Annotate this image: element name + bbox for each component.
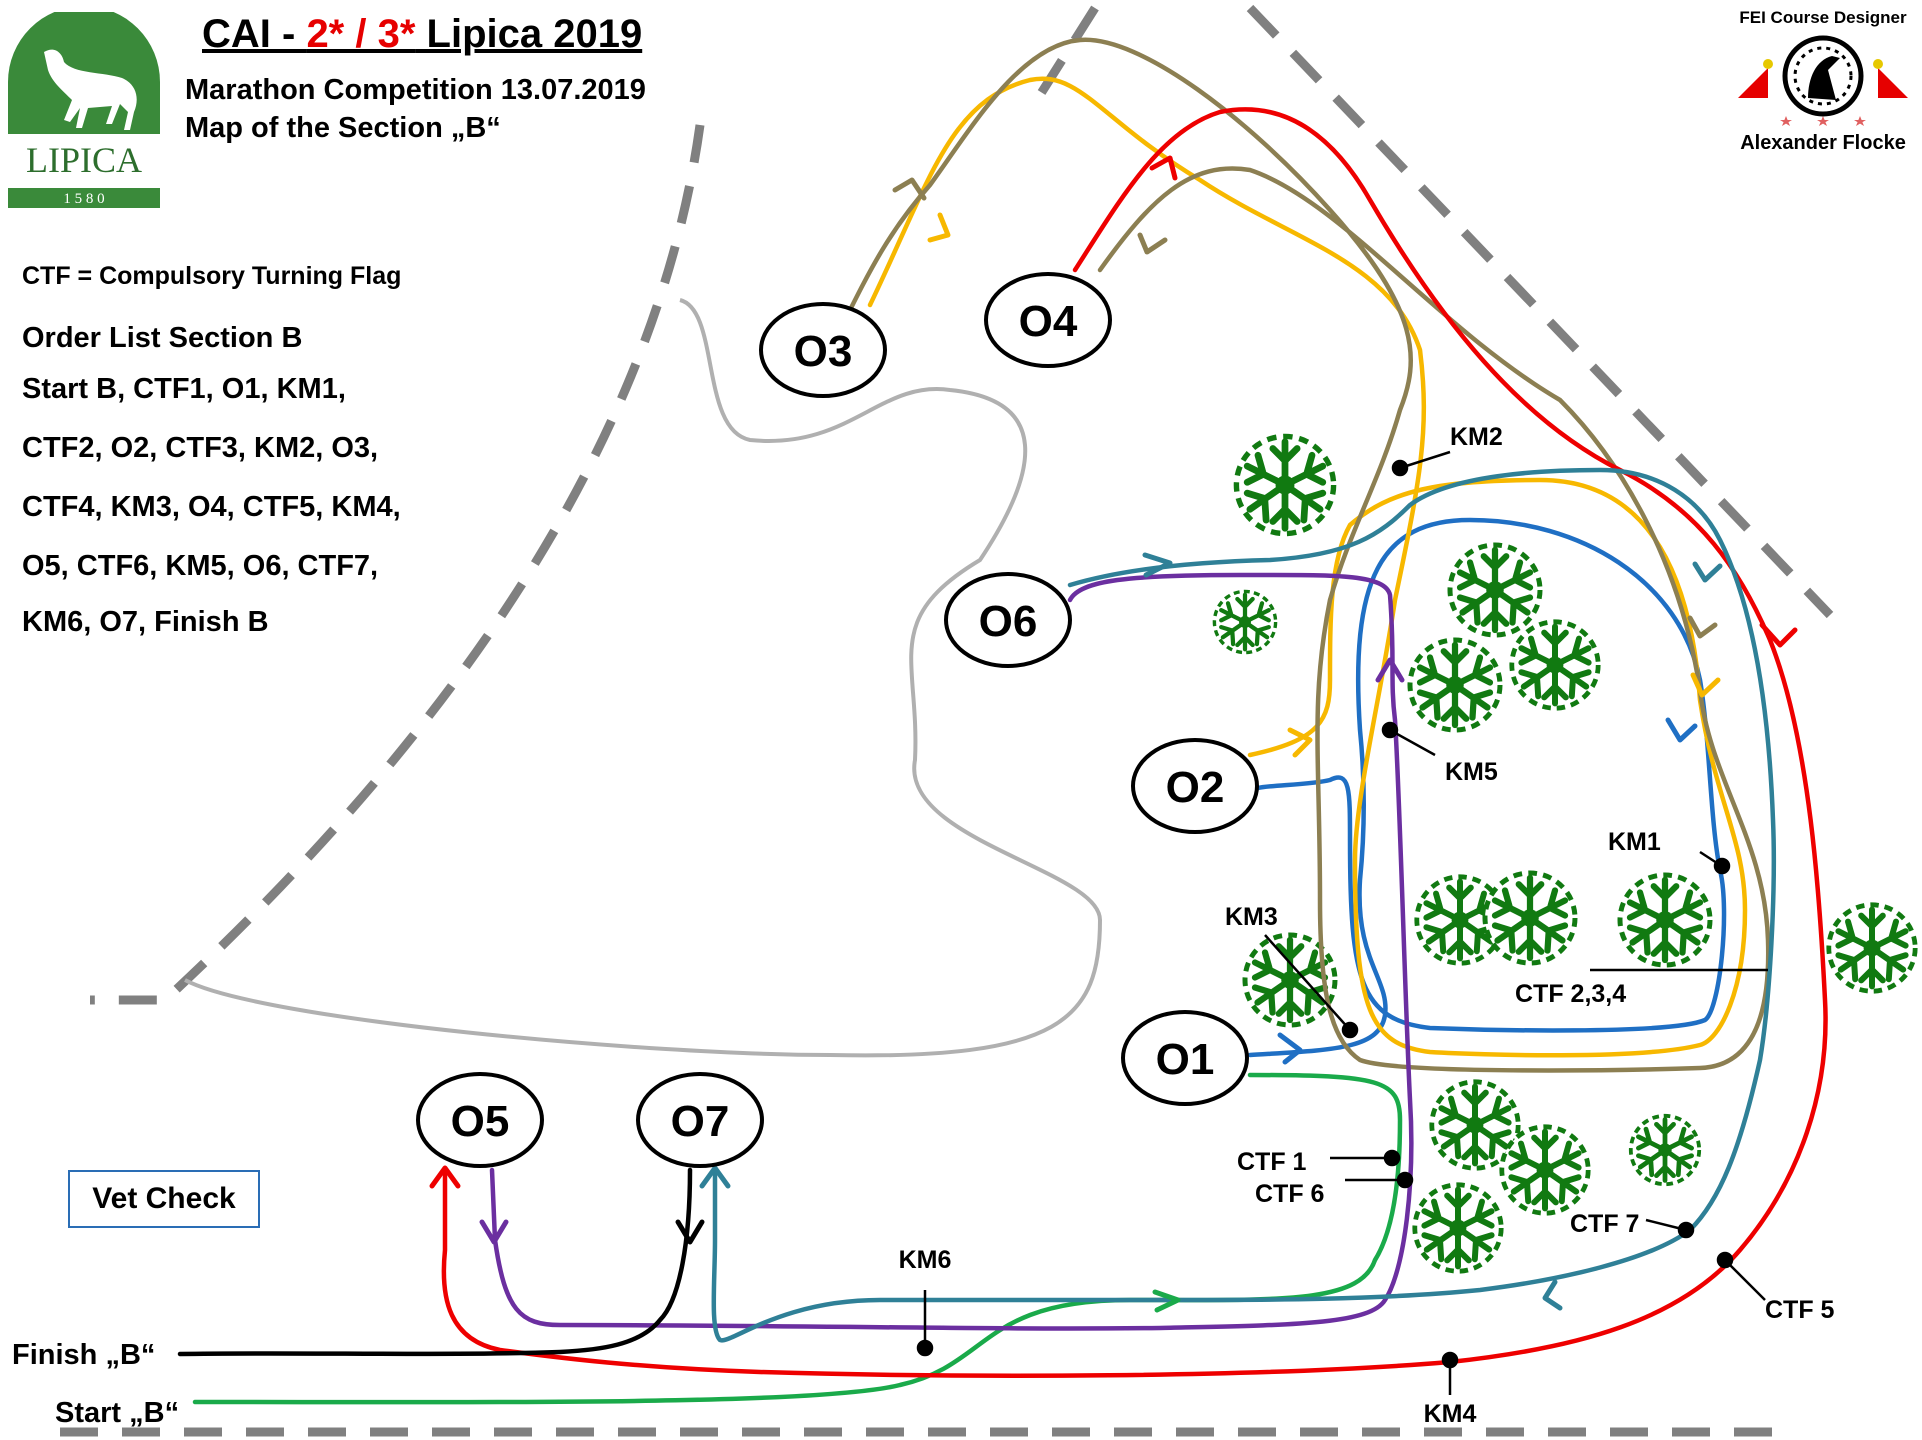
title-event: Lipica 2019: [415, 12, 643, 56]
obstacle-o4: O4: [984, 272, 1112, 368]
grey-path: [184, 298, 1103, 1058]
subtitle-competition: Marathon Competition 13.07.2019: [185, 74, 646, 106]
obstacle-o2-label: O2: [1166, 763, 1225, 812]
obstacle-o3: O3: [759, 302, 887, 398]
fei-badge: [1738, 35, 1908, 126]
km4-label: KM4: [1424, 1400, 1477, 1428]
obstacle-markers: O1 O2 O3 O4 O5 O6 O7: [416, 272, 1259, 1168]
obstacle-o6: O6: [944, 572, 1072, 668]
km2-label: KM2: [1450, 423, 1503, 451]
obstacle-o1: O1: [1121, 1010, 1249, 1106]
title-prefix: CAI -: [202, 12, 307, 56]
obstacle-o4-label: O4: [1019, 297, 1078, 346]
title-class: 2* / 3*: [306, 12, 416, 56]
order-line-1: Start B, CTF1, O1, KM1,: [22, 373, 346, 405]
order-line-2: CTF2, O2, CTF3, KM2, O3,: [22, 432, 379, 464]
route-purple: [489, 572, 1414, 1331]
ctf234-label: CTF 2,3,4: [1515, 980, 1626, 1008]
km3-label: KM3: [1225, 903, 1278, 931]
ctf-note: CTF = Compulsory Turning Flag: [22, 262, 402, 290]
obstacle-o6-label: O6: [979, 597, 1038, 646]
route-red: [441, 107, 1828, 1378]
obstacle-o1-label: O1: [1156, 1035, 1215, 1084]
order-line-4: O5, CTF6, KM5, O6, CTF7,: [22, 550, 379, 582]
finish-label: Finish „B“: [12, 1339, 155, 1371]
lipica-logo-text: LIPICA: [26, 140, 142, 180]
obstacle-o5: O5: [416, 1072, 544, 1168]
ctf7-label: CTF 7: [1570, 1210, 1639, 1238]
obstacle-o2: O2: [1131, 738, 1259, 834]
fei-course-designer-label: FEI Course Designer: [1739, 8, 1907, 27]
route-black: [177, 1167, 693, 1357]
subtitle-map: Map of the Section „B“: [185, 112, 501, 144]
order-line-5: KM6, O7, Finish B: [22, 606, 269, 638]
obstacle-o7-label: O7: [671, 1097, 730, 1146]
km-ctf-markers: [916, 450, 1768, 1395]
obstacle-o7: O7: [636, 1072, 764, 1168]
order-heading: Order List Section B: [22, 322, 303, 354]
km1-label: KM1: [1608, 828, 1661, 856]
route-yellow: [867, 76, 1748, 1058]
designer-name: Alexander Flocke: [1740, 132, 1906, 154]
ctf5-label: CTF 5: [1765, 1296, 1835, 1324]
order-line-3: CTF4, KM3, O4, CTF5, KM4,: [22, 491, 401, 523]
ctf1-label: CTF 1: [1237, 1148, 1307, 1176]
lipica-logo: LIPICA 1 5 8 0: [8, 12, 160, 208]
obstacle-o3-label: O3: [794, 327, 853, 376]
start-label: Start „B“: [55, 1397, 179, 1429]
page-title: CAI - 2* / 3* Lipica 2019: [202, 12, 642, 57]
lipica-logo-year: 1 5 8 0: [63, 191, 104, 207]
km5-label: KM5: [1445, 758, 1498, 786]
route-olive: [842, 37, 1771, 1073]
obstacle-o5-label: O5: [451, 1097, 510, 1146]
ctf6-label: CTF 6: [1255, 1180, 1324, 1208]
vet-check-box: Vet Check: [68, 1170, 260, 1228]
marker-labels: KM2 KM5 KM1 KM3 CTF 2,3,4 CTF 1 CTF 6 CT…: [12, 423, 1835, 1429]
km6-label: KM6: [899, 1246, 952, 1274]
